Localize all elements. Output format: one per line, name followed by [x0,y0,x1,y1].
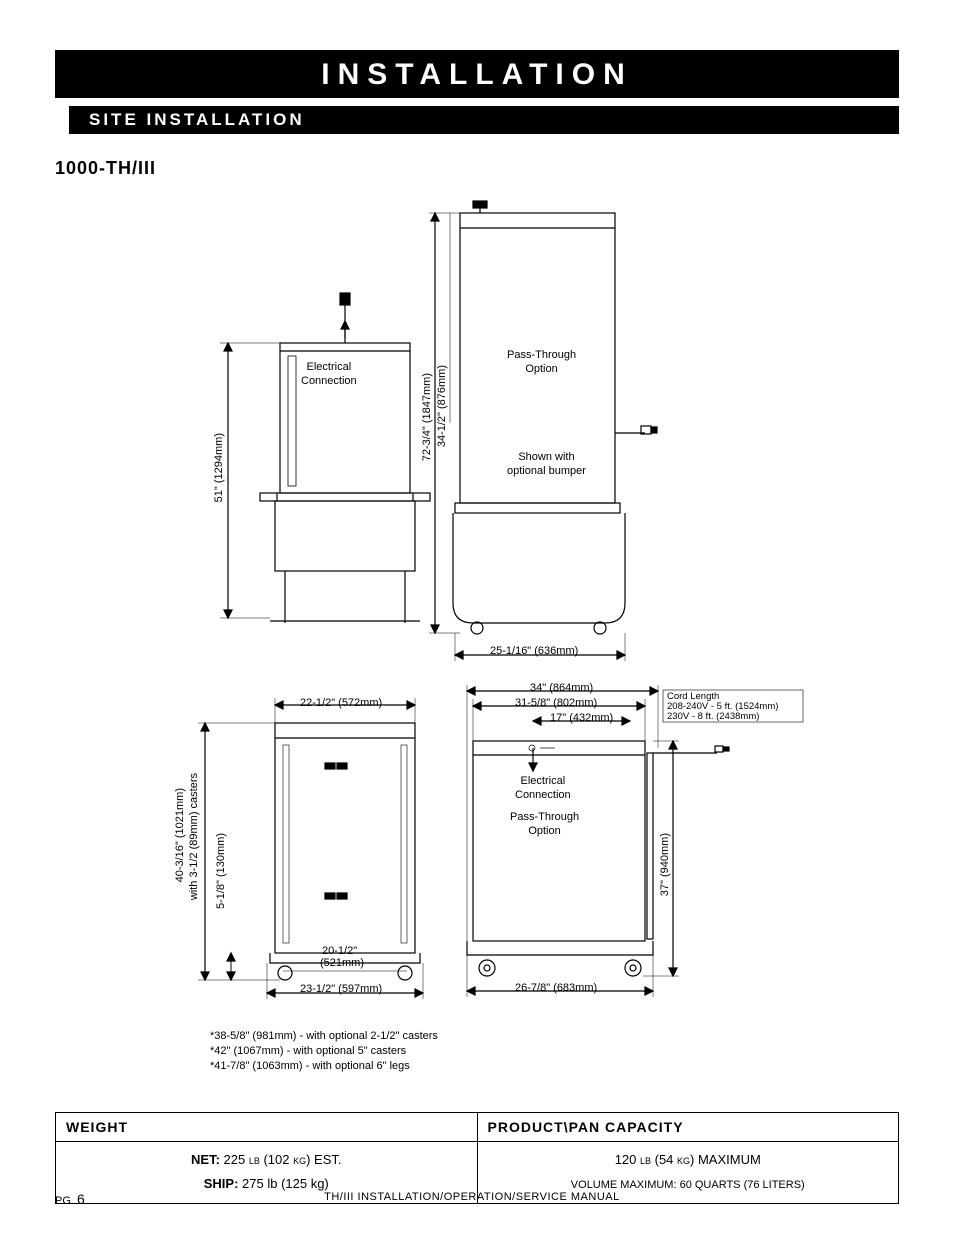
header-sub: SITE INSTALLATION [69,106,899,134]
dim-5-18: 5-1/8" (130mm) [215,833,229,909]
ship-val: 275 lb (125 kg) [242,1176,329,1191]
dim-72-34: 72-3/4" (1847mm) [421,373,435,461]
header-main: INSTALLATION [55,50,899,98]
dim-31-58: 31-5/8" (802mm) [515,697,597,711]
dim-40-316-a: 40-3/16" (1021mm) [174,788,188,882]
dim-20-12-b: (521mm) [320,957,364,971]
footnote-b: *42" (1067mm) - with optional 5" casters [210,1044,899,1059]
dim-51: 51" (1294mm) [213,433,227,502]
dim-22-12: 22-1/2" (572mm) [300,697,382,711]
dim-34-12: 34-1/2" (876mm) [436,365,450,447]
label-elec-conn-1: ElectricalConnection [301,361,357,389]
dim-34: 34" (864mm) [530,682,593,696]
cap-a: 120 lb (54 kg) MAXIMUM [615,1152,761,1167]
footnote-c: *41-7/8" (1063mm) - with optional 6" leg… [210,1059,899,1074]
cord-b: 230V - 8 ft. (2438mm) [667,711,759,723]
dim-23-12: 23-1/2" (597mm) [300,983,382,997]
ship-label: SHIP: [204,1176,239,1191]
th-weight: WEIGHT [56,1112,478,1141]
pg-num: 6 [77,1191,85,1207]
model-heading: 1000-TH/III [55,158,899,179]
dim-40-316-b: with 3-1/2 (89mm) casters [188,773,202,900]
label-elec-conn-2: ElectricalConnection [515,775,571,803]
dim-26-78: 26-7/8" (683mm) [515,982,597,996]
net-val: 225 lb (102 kg) EST. [224,1152,342,1167]
manual-title: TH/III INSTALLATION/OPERATION/SERVICE MA… [324,1191,620,1207]
footnote-a: *38-5/8" (981mm) - with optional 2-1/2" … [210,1029,899,1044]
cap-b: VOLUME MAXIMUM: 60 QUARTS (76 LITERS) [571,1179,805,1191]
footnotes: *38-5/8" (981mm) - with optional 2-1/2" … [210,1029,899,1074]
label-passthrough-1: Pass-ThroughOption [507,349,576,377]
label-passthrough-2: Pass-ThroughOption [510,811,579,839]
th-capacity: PRODUCT\PAN CAPACITY [477,1112,899,1141]
net-label: NET: [191,1152,220,1167]
label-bumper: Shown withoptional bumper [507,451,586,479]
dimensional-diagram: ElectricalConnection 51" (1294mm) 72-3/4… [55,193,899,1023]
dim-17: 17" (432mm) [550,712,613,726]
dim-25-116: 25-1/16" (636mm) [490,645,578,659]
pg-label: PG. [55,1195,74,1207]
page-number: PG. 6 [55,1191,85,1207]
page-footer: PG. 6 TH/III INSTALLATION/OPERATION/SERV… [55,1191,899,1207]
dim-37: 37" (940mm) [659,833,673,896]
